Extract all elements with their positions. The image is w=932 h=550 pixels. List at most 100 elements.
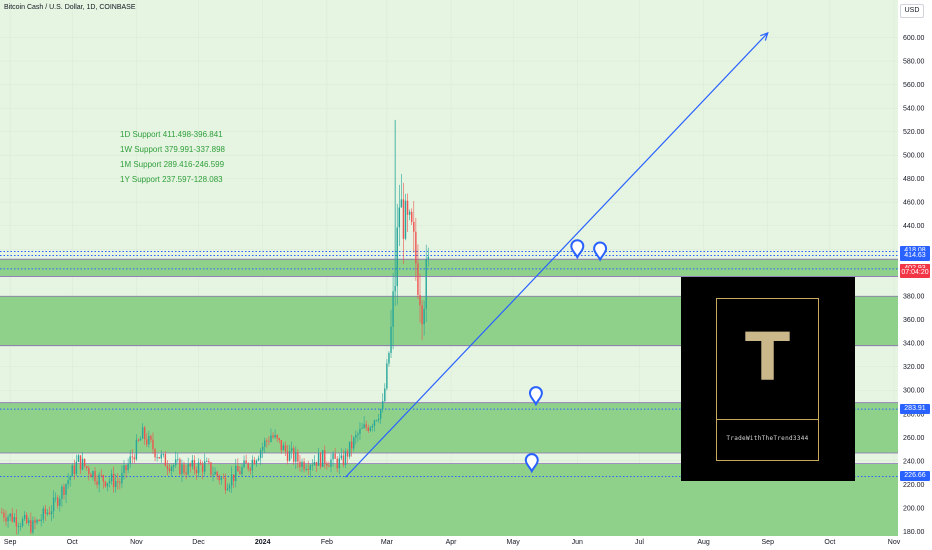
candle-body <box>233 474 235 482</box>
candle-body <box>319 453 322 467</box>
candle-body <box>386 363 388 389</box>
candle-body <box>274 435 276 438</box>
candle-body <box>90 474 92 478</box>
candle-body <box>313 462 316 466</box>
candle-body <box>129 456 131 464</box>
x-tick-label: Mar <box>381 539 394 546</box>
candle-body <box>3 512 5 518</box>
candle-body <box>336 458 338 469</box>
candle-body <box>359 428 361 434</box>
candle-body <box>342 455 345 465</box>
candle-body <box>284 445 287 452</box>
candle-body <box>44 508 47 514</box>
support-label-1m: 1M Support 289.416-246.599 <box>120 160 225 169</box>
candle-body <box>46 512 49 514</box>
candle-body <box>170 466 173 471</box>
currency-button[interactable]: USD <box>900 4 924 18</box>
x-tick-label: Nov <box>888 539 901 546</box>
candle-body <box>224 477 227 491</box>
candle-body <box>164 454 167 467</box>
x-tick-label: Sep <box>4 539 17 546</box>
candle-body <box>106 483 109 487</box>
price-level-lines <box>0 250 898 477</box>
candle-body <box>400 199 403 208</box>
candle-body <box>305 468 307 470</box>
candle-body <box>98 474 100 485</box>
candle-body <box>123 465 125 473</box>
candle-body <box>282 445 285 451</box>
candle-body <box>67 480 69 485</box>
candle-body <box>388 352 390 364</box>
candle-body <box>150 435 152 440</box>
candle-body <box>191 459 193 467</box>
candle-body <box>61 486 63 499</box>
location-pin-icon[interactable] <box>524 453 539 474</box>
y-tick-label: 440.00 <box>903 223 925 230</box>
support-label-1w: 1W Support 379.991-337.898 <box>120 145 225 154</box>
candle-body <box>81 458 84 470</box>
candle-body <box>28 520 30 524</box>
candle-body <box>154 449 156 458</box>
y-tick-label: 300.00 <box>903 388 925 395</box>
candle-body <box>83 458 86 467</box>
candle-body <box>228 485 231 489</box>
candle-body <box>303 461 305 470</box>
candle-body <box>40 519 42 522</box>
candle-body <box>421 305 423 325</box>
candle-body <box>361 427 363 429</box>
trend-arrow-head <box>760 31 769 41</box>
candle-body <box>350 441 353 449</box>
candle-body <box>143 427 146 440</box>
y-tick-label: 480.00 <box>903 176 925 183</box>
candle-body <box>324 450 326 464</box>
candle-body <box>379 409 382 419</box>
candle-body <box>9 513 11 517</box>
candle-body <box>69 476 71 481</box>
location-pin-icon[interactable] <box>570 239 585 260</box>
price-tag: 07:04:20 <box>900 267 930 278</box>
candle-body <box>38 519 40 522</box>
candle-body <box>218 475 220 481</box>
candle-body <box>156 457 158 458</box>
candle-body <box>63 486 65 495</box>
x-tick-label: Apr <box>446 539 458 546</box>
x-tick-label: Jun <box>572 539 583 546</box>
candle-body <box>86 466 88 469</box>
candle-body <box>117 481 119 483</box>
candle-body <box>11 513 13 522</box>
candle-body <box>1 512 3 514</box>
candle-body <box>288 451 291 461</box>
candle-body <box>408 211 411 215</box>
location-markers[interactable] <box>524 239 608 474</box>
candle-body <box>322 450 324 467</box>
candle-body <box>189 463 191 467</box>
candle-body <box>417 263 419 296</box>
candle-body <box>48 512 51 515</box>
candle-body <box>32 520 34 533</box>
x-tick-label: Oct <box>67 539 78 546</box>
candle-body <box>315 462 318 466</box>
candle-body <box>42 508 44 520</box>
candle-body <box>185 472 187 475</box>
location-pin-icon[interactable] <box>593 241 608 262</box>
candles <box>1 119 429 535</box>
candle-body <box>404 200 407 239</box>
candle-body <box>19 526 22 527</box>
time-axis-bg <box>0 536 932 550</box>
candle-body <box>415 231 417 264</box>
y-tick-label: 460.00 <box>903 200 925 207</box>
candle-body <box>270 435 272 442</box>
candle-body <box>278 438 280 441</box>
location-pin-icon[interactable] <box>528 386 543 407</box>
candle-body <box>108 481 111 484</box>
candle-body <box>112 473 115 488</box>
trend-arrow[interactable] <box>345 31 769 478</box>
candle-body <box>34 520 36 523</box>
candle-body <box>235 465 237 482</box>
candle-body <box>102 475 104 482</box>
candle-body <box>135 439 138 460</box>
candle-body <box>57 497 59 506</box>
logo-caption: TradeWithTheTrend3344 <box>726 435 809 442</box>
candle-body <box>65 484 67 495</box>
